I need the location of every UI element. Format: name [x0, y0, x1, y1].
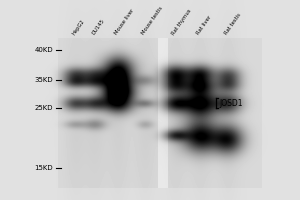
Text: 35KD: 35KD	[34, 77, 53, 83]
Text: Rat liver: Rat liver	[196, 15, 213, 36]
Text: HepG2: HepG2	[71, 18, 85, 36]
Text: Rat testis: Rat testis	[224, 13, 242, 36]
Text: 15KD: 15KD	[34, 165, 53, 171]
Text: Mouse testis: Mouse testis	[141, 6, 164, 36]
Text: 25KD: 25KD	[34, 105, 53, 111]
Text: Mouse liver: Mouse liver	[114, 8, 135, 36]
Text: DU145: DU145	[91, 18, 105, 36]
Text: 40KD: 40KD	[34, 47, 53, 53]
Text: JOSD1: JOSD1	[219, 98, 242, 108]
Text: Rat thymus: Rat thymus	[171, 8, 193, 36]
